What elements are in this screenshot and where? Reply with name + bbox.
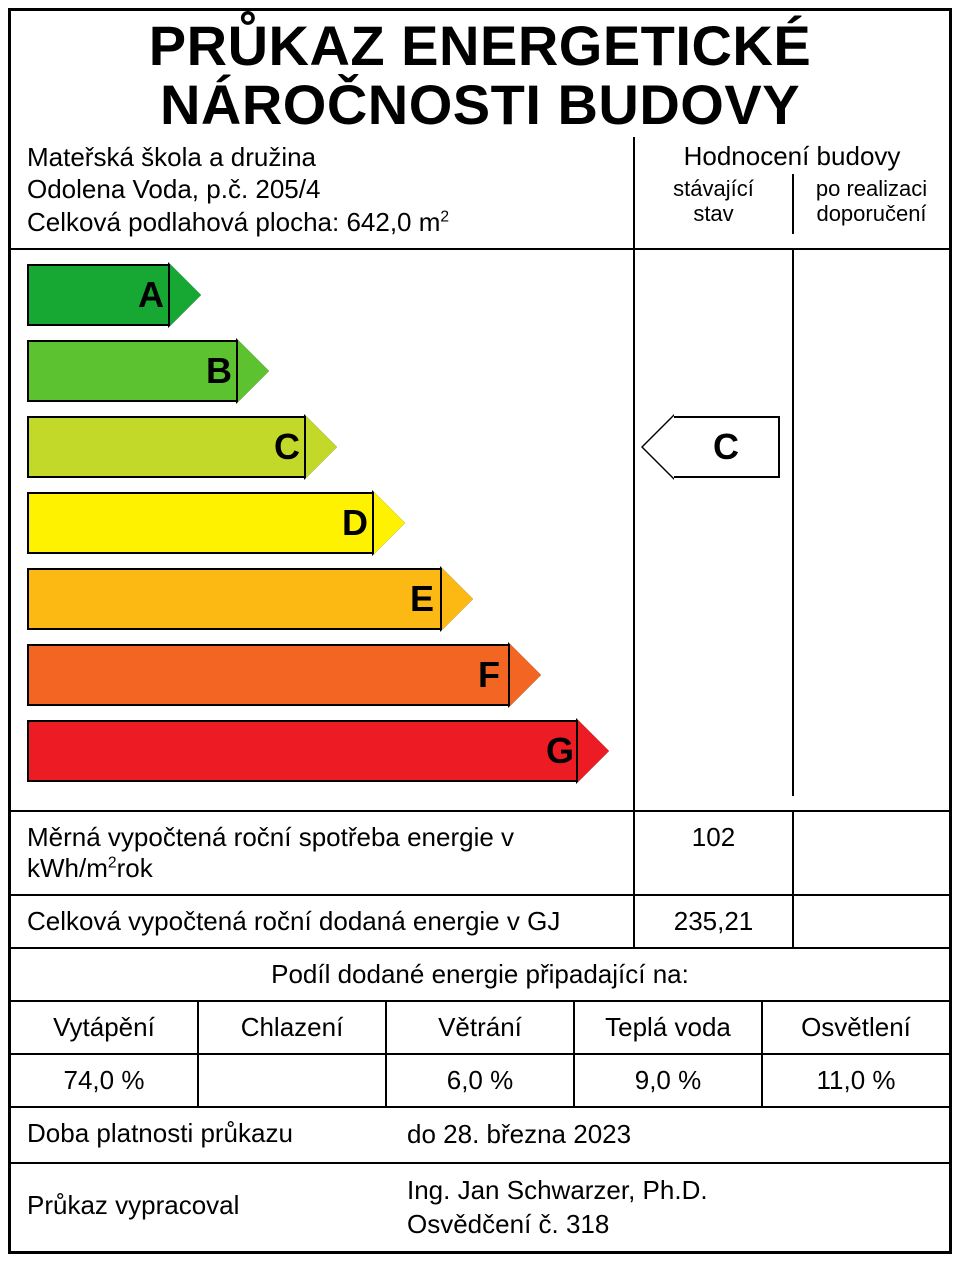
title-line-2: NÁROČNOSTI BUDOVY bbox=[160, 73, 800, 136]
band-label-E: E bbox=[402, 568, 434, 630]
building-address: Odolena Voda, p.č. 205/4 bbox=[27, 173, 617, 206]
share-header: Osvětlení bbox=[761, 1002, 949, 1053]
building-info: Mateřská škola a družina Odolena Voda, p… bbox=[11, 137, 633, 249]
building-name: Mateřská škola a družina bbox=[27, 141, 617, 174]
metric-kwh-label: Měrná vypočtená roční spotřeba energie v… bbox=[11, 812, 633, 894]
band-label-A: A bbox=[130, 264, 164, 326]
share-value: 6,0 % bbox=[385, 1055, 573, 1106]
floor-area: Celková podlahová plocha: 642,0 m2 bbox=[27, 206, 617, 239]
footer-author: Průkaz vypracoval Ing. Jan Schwarzer, Ph… bbox=[11, 1164, 949, 1252]
author-label: Průkaz vypracoval bbox=[11, 1164, 391, 1252]
energy-band-E: E bbox=[27, 568, 633, 630]
rating-recommended-col bbox=[792, 250, 949, 796]
share-headers: VytápěníChlazeníVětráníTeplá vodaOsvětle… bbox=[11, 1002, 949, 1055]
energy-band-D: D bbox=[27, 492, 633, 554]
share-values: 74,0 % 6,0 %9,0 %11,0 % bbox=[11, 1055, 949, 1108]
rating-col-recommended: po realizaci doporučení bbox=[792, 174, 949, 235]
footer-validity: Doba platnosti průkazu do 28. března 202… bbox=[11, 1108, 949, 1164]
share-value: 74,0 % bbox=[11, 1055, 197, 1106]
metric-gj-label: Celková vypočtená roční dodaná energie v… bbox=[11, 896, 633, 947]
metric-kwh: Měrná vypočtená roční spotřeba energie v… bbox=[11, 812, 949, 896]
validity-label: Doba platnosti průkazu bbox=[11, 1108, 391, 1162]
rating-pointer-C: C bbox=[674, 416, 780, 478]
band-label-C: C bbox=[266, 416, 300, 478]
certificate-frame: PRŮKAZ ENERGETICKÉ NÁROČNOSTI BUDOVY Mat… bbox=[8, 8, 952, 1254]
share-value bbox=[197, 1055, 385, 1106]
metric-gj-recommended bbox=[792, 896, 949, 947]
share-header: Chlazení bbox=[197, 1002, 385, 1053]
rating-header: Hodnocení budovy stávající stav po reali… bbox=[633, 137, 949, 249]
energy-rating-columns: C bbox=[633, 250, 949, 810]
metric-kwh-recommended bbox=[792, 812, 949, 894]
energy-band-B: B bbox=[27, 340, 633, 402]
energy-band-F: F bbox=[27, 644, 633, 706]
band-label-D: D bbox=[334, 492, 368, 554]
band-label-G: G bbox=[538, 720, 574, 782]
certificate-title: PRŮKAZ ENERGETICKÉ NÁROČNOSTI BUDOVY bbox=[11, 11, 949, 137]
share-header: Větrání bbox=[385, 1002, 573, 1053]
energy-band-A: A bbox=[27, 264, 633, 326]
metric-kwh-current: 102 bbox=[635, 812, 792, 894]
share-value: 11,0 % bbox=[761, 1055, 949, 1106]
rating-current-col: C bbox=[635, 250, 792, 796]
header-row: Mateřská škola a družina Odolena Voda, p… bbox=[11, 137, 949, 251]
title-line-1: PRŮKAZ ENERGETICKÉ bbox=[149, 14, 811, 77]
band-label-F: F bbox=[470, 644, 500, 706]
band-label-B: B bbox=[198, 340, 232, 402]
share-header: Teplá voda bbox=[573, 1002, 761, 1053]
metric-gj: Celková vypočtená roční dodaná energie v… bbox=[11, 896, 949, 949]
energy-band-C: C bbox=[27, 416, 633, 478]
energy-band-G: G bbox=[27, 720, 633, 782]
energy-bands: ABCDEFG bbox=[11, 250, 633, 810]
share-value: 9,0 % bbox=[573, 1055, 761, 1106]
rating-header-title: Hodnocení budovy bbox=[635, 137, 949, 174]
share-header: Vytápění bbox=[11, 1002, 197, 1053]
share-heading: Podíl dodané energie připadající na: bbox=[11, 949, 949, 1002]
author-value: Ing. Jan Schwarzer, Ph.D. Osvědčení č. 3… bbox=[391, 1164, 949, 1252]
rating-col-current: stávající stav bbox=[635, 174, 792, 235]
energy-chart: ABCDEFG C bbox=[11, 250, 949, 812]
metric-gj-current: 235,21 bbox=[635, 896, 792, 947]
validity-value: do 28. března 2023 bbox=[391, 1108, 949, 1162]
